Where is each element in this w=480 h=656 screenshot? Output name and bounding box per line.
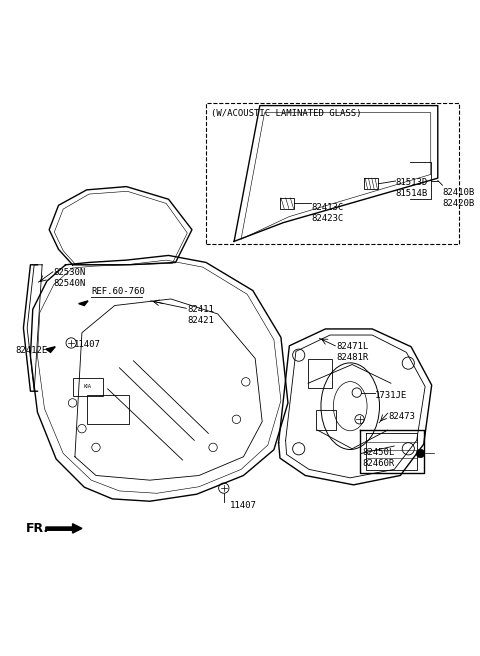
Text: 82471L
82481R: 82471L 82481R [336,342,369,362]
Text: 11407: 11407 [74,340,101,349]
Text: 11407: 11407 [229,501,256,510]
Text: 82412E: 82412E [15,346,47,355]
Text: 82411
82421: 82411 82421 [187,304,214,325]
Text: REF.60-760: REF.60-760 [91,287,145,296]
Text: (W/ACOUSTIC LAMINATED GLASS): (W/ACOUSTIC LAMINATED GLASS) [211,109,361,118]
Bar [86,395,129,424]
Polygon shape [79,301,88,306]
Circle shape [416,449,425,458]
Text: 82530N
82540N: 82530N 82540N [54,268,86,288]
Text: 81513D
81514B: 81513D 81514B [396,178,428,198]
Text: 82473: 82473 [389,412,416,421]
Bar [316,411,336,430]
Text: FR.: FR. [26,522,49,535]
Text: 82413C
82423C: 82413C 82423C [312,203,344,222]
Bar [308,359,333,388]
Text: 82410B
82420B: 82410B 82420B [443,188,475,208]
Text: 82450L
82460R: 82450L 82460R [362,448,394,468]
Polygon shape [46,347,55,352]
Polygon shape [46,523,82,533]
Text: 1731JE: 1731JE [374,391,407,400]
Bar [72,378,103,396]
Text: KIA: KIA [84,384,92,390]
Bar [206,103,459,244]
